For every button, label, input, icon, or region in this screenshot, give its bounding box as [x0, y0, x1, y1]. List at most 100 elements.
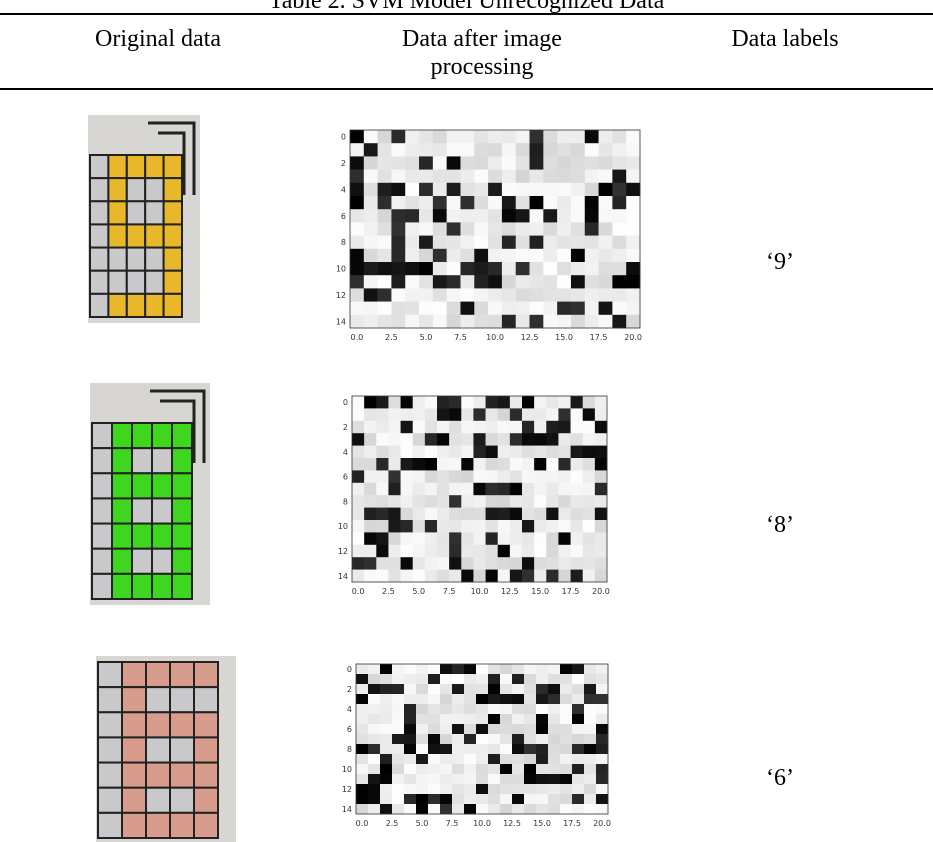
heatmap-cell — [380, 774, 392, 784]
heatmap-cell — [401, 446, 413, 459]
heatmap-cell — [571, 170, 585, 184]
heatmap-cell — [488, 784, 500, 794]
heatmap-cell — [522, 520, 534, 533]
x-tick-label: 12.5 — [503, 819, 521, 828]
heatmap-cell — [502, 249, 516, 262]
heatmap-cell — [543, 262, 557, 276]
heatmap-cell — [510, 470, 522, 483]
heatmap-cell — [548, 694, 560, 704]
heatmap-cell — [572, 704, 584, 714]
heatmap-cell — [425, 433, 437, 446]
heatmap-cell — [392, 664, 404, 674]
heatmap-cell — [612, 143, 626, 157]
heatmap-cell — [530, 156, 544, 170]
heatmap-cell — [352, 532, 364, 545]
y-tick-label: 2 — [347, 685, 352, 694]
heatmap-cell — [419, 130, 433, 144]
heatmap-cell — [626, 222, 640, 236]
heatmap-cell — [464, 794, 476, 804]
heatmap-cell — [428, 664, 440, 674]
heatmap-cell — [534, 483, 546, 496]
heatmap-cell — [356, 674, 368, 684]
heatmap-cell — [378, 302, 392, 316]
grid-cell — [98, 712, 122, 737]
heatmap-cell — [404, 684, 416, 694]
heatmap-cell — [558, 570, 570, 583]
y-tick-label: 12 — [342, 785, 352, 794]
heatmap-cell — [488, 170, 502, 184]
heatmap-cell — [376, 545, 388, 558]
heatmap-cell — [560, 664, 572, 674]
heatmap-cell — [413, 458, 425, 471]
heatmap-cell — [476, 684, 488, 694]
heatmap-cell — [510, 495, 522, 508]
grid-cell — [90, 155, 108, 178]
heatmap-cell — [416, 754, 428, 764]
heatmap-cell — [401, 557, 413, 570]
heatmap-cell — [599, 315, 613, 329]
heatmap-cell — [626, 275, 640, 289]
heatmap-cell — [502, 170, 516, 184]
heatmap-cell — [364, 209, 378, 223]
x-tick-label: 15.0 — [531, 587, 549, 596]
heatmap-cell — [428, 714, 440, 724]
heatmap-cell — [558, 421, 570, 434]
heatmap-cell — [612, 315, 626, 329]
heatmap-cell — [440, 734, 452, 744]
heatmap-cell — [368, 744, 380, 754]
heatmap-cell — [388, 458, 400, 471]
heatmap-cell — [524, 804, 536, 814]
heatmap-cell — [368, 694, 380, 704]
heatmap-cell — [437, 470, 449, 483]
heatmap-cell — [405, 143, 419, 157]
heatmap-cell — [419, 222, 433, 236]
heatmap-cell — [380, 684, 392, 694]
heatmap-cell — [473, 520, 485, 533]
heatmap-cell — [433, 183, 447, 197]
y-tick-label: 8 — [347, 745, 352, 754]
heatmap-cell — [364, 170, 378, 184]
heatmap-cell — [546, 545, 558, 558]
heatmap-cell — [416, 724, 428, 734]
heatmap-cell — [543, 170, 557, 184]
heatmap-cell — [488, 704, 500, 714]
heatmap-cell — [364, 222, 378, 236]
figures: 0.02.55.07.510.012.515.017.520.002468101… — [0, 0, 933, 842]
heatmap-cell — [516, 249, 530, 262]
grid-cell — [152, 574, 172, 599]
x-tick-label: 2.5 — [385, 333, 398, 342]
heatmap-cell — [488, 764, 500, 774]
heatmap-cell — [536, 764, 548, 774]
heatmap-cell — [522, 408, 534, 421]
heatmap-cell — [596, 744, 608, 754]
heatmap-cell — [500, 694, 512, 704]
heatmap-cell — [498, 570, 510, 583]
heatmap-cell — [449, 433, 461, 446]
heatmap-cell — [500, 764, 512, 774]
grid-cell — [98, 813, 122, 838]
heatmap-cell — [401, 532, 413, 545]
heatmap-cell — [612, 302, 626, 316]
heatmap-cell — [583, 508, 595, 521]
heatmap-cell — [522, 470, 534, 483]
heatmap-cell — [416, 674, 428, 684]
heatmap-cell — [512, 744, 524, 754]
heatmap-cell — [488, 714, 500, 724]
heatmap-cell — [626, 170, 640, 184]
heatmap-cell — [530, 143, 544, 157]
heatmap-cell — [558, 508, 570, 521]
heatmap-cell — [380, 664, 392, 674]
heatmap-cell — [543, 302, 557, 316]
heatmap-cell — [405, 170, 419, 184]
heatmap-cell — [419, 315, 433, 329]
heatmap-cell — [364, 433, 376, 446]
heatmap-cell — [626, 196, 640, 210]
heatmap-cell — [512, 754, 524, 764]
heatmap-cell — [449, 508, 461, 521]
grid-cell — [170, 813, 194, 838]
heatmap-cell — [498, 458, 510, 471]
heatmap-cell — [516, 302, 530, 316]
heatmap-cell — [401, 483, 413, 496]
heatmap-cell — [502, 275, 516, 289]
heatmap-cell — [488, 754, 500, 764]
